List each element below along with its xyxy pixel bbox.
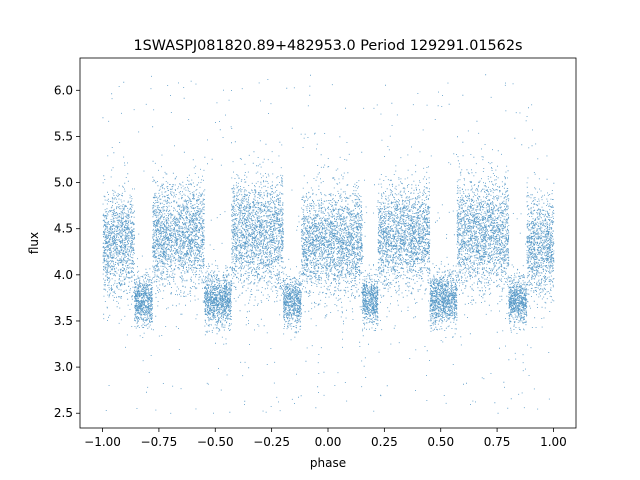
- point-cluster-12: [526, 104, 555, 410]
- x-tick-label: −0.50: [197, 435, 234, 449]
- y-tick-label: 4.5: [54, 222, 73, 236]
- x-tick-label: 0.00: [315, 435, 342, 449]
- y-tick-label: 5.0: [54, 176, 73, 190]
- y-tick-label: 2.5: [54, 406, 73, 420]
- y-tick-label: 5.5: [54, 129, 73, 143]
- point-cluster-8: [377, 84, 431, 401]
- chart-title: 1SWASPJ081820.89+482953.0 Period 129291.…: [134, 38, 523, 54]
- x-tick-label: 0.75: [484, 435, 511, 449]
- x-tick-label: 1.00: [540, 435, 567, 449]
- y-tick-label: 4.0: [54, 268, 73, 282]
- x-tick-label: 0.25: [371, 435, 398, 449]
- data-points: [102, 74, 555, 414]
- y-axis: 2.5 3.0 3.5 4.0 4.5 5.0 5.5 6.0: [54, 83, 80, 420]
- x-tick-label: −0.75: [141, 435, 178, 449]
- x-tick-label: −1.00: [84, 435, 121, 449]
- y-tick-label: 6.0: [54, 83, 73, 97]
- y-axis-label: flux: [27, 232, 41, 254]
- y-tick-label: 3.0: [54, 360, 73, 374]
- x-axis-label: phase: [310, 456, 346, 470]
- point-cluster-4: [231, 79, 284, 413]
- x-axis: −1.00 −0.75 −0.50 −0.25 0.00 0.25 0.50 0.75 1.00: [84, 428, 567, 449]
- x-tick-label: −0.25: [253, 435, 290, 449]
- x-tick-label: 0.50: [427, 435, 454, 449]
- point-cluster-2: [152, 80, 205, 414]
- y-tick-label: 3.5: [54, 314, 73, 328]
- point-cluster-6: [300, 74, 363, 409]
